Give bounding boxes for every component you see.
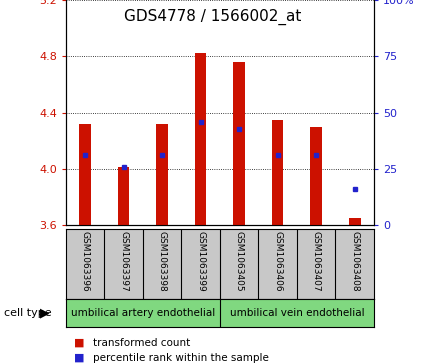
- Text: GSM1063406: GSM1063406: [273, 231, 282, 291]
- Text: GSM1063398: GSM1063398: [158, 231, 167, 291]
- Bar: [195, 53, 207, 225]
- Text: GDS4778 / 1566002_at: GDS4778 / 1566002_at: [124, 9, 301, 25]
- Text: GSM1063399: GSM1063399: [196, 231, 205, 291]
- Text: umbilical artery endothelial: umbilical artery endothelial: [71, 308, 215, 318]
- Text: percentile rank within the sample: percentile rank within the sample: [94, 352, 269, 363]
- Text: GSM1063396: GSM1063396: [81, 231, 90, 291]
- Text: GSM1063408: GSM1063408: [350, 231, 359, 291]
- Bar: [349, 218, 360, 225]
- Bar: [156, 124, 168, 225]
- Bar: [272, 119, 283, 225]
- Text: transformed count: transformed count: [94, 338, 191, 348]
- Bar: [233, 62, 245, 225]
- Text: cell type: cell type: [4, 308, 52, 318]
- Bar: [310, 127, 322, 225]
- Text: GSM1063405: GSM1063405: [235, 231, 244, 291]
- Bar: [79, 124, 91, 225]
- Text: umbilical vein endothelial: umbilical vein endothelial: [230, 308, 364, 318]
- Text: GSM1063407: GSM1063407: [312, 231, 321, 291]
- Bar: [118, 167, 130, 225]
- Text: ▶: ▶: [40, 307, 49, 319]
- Text: GSM1063397: GSM1063397: [119, 231, 128, 291]
- Text: ■: ■: [74, 352, 85, 363]
- Text: ■: ■: [74, 338, 85, 348]
